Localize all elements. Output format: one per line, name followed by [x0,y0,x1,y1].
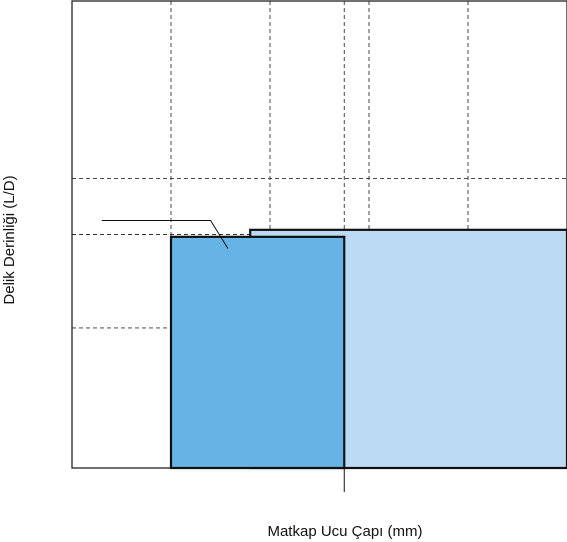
x-axis-title: Matkap Ucu Çapı (mm) [267,523,422,540]
bars [169,228,567,470]
plot-area-frame [71,0,567,469]
annotation-leader-line [101,219,229,249]
bar-front [169,235,346,470]
annotations [101,219,345,492]
y-axis-title: Delik Derinliği (L/D) [1,175,18,304]
